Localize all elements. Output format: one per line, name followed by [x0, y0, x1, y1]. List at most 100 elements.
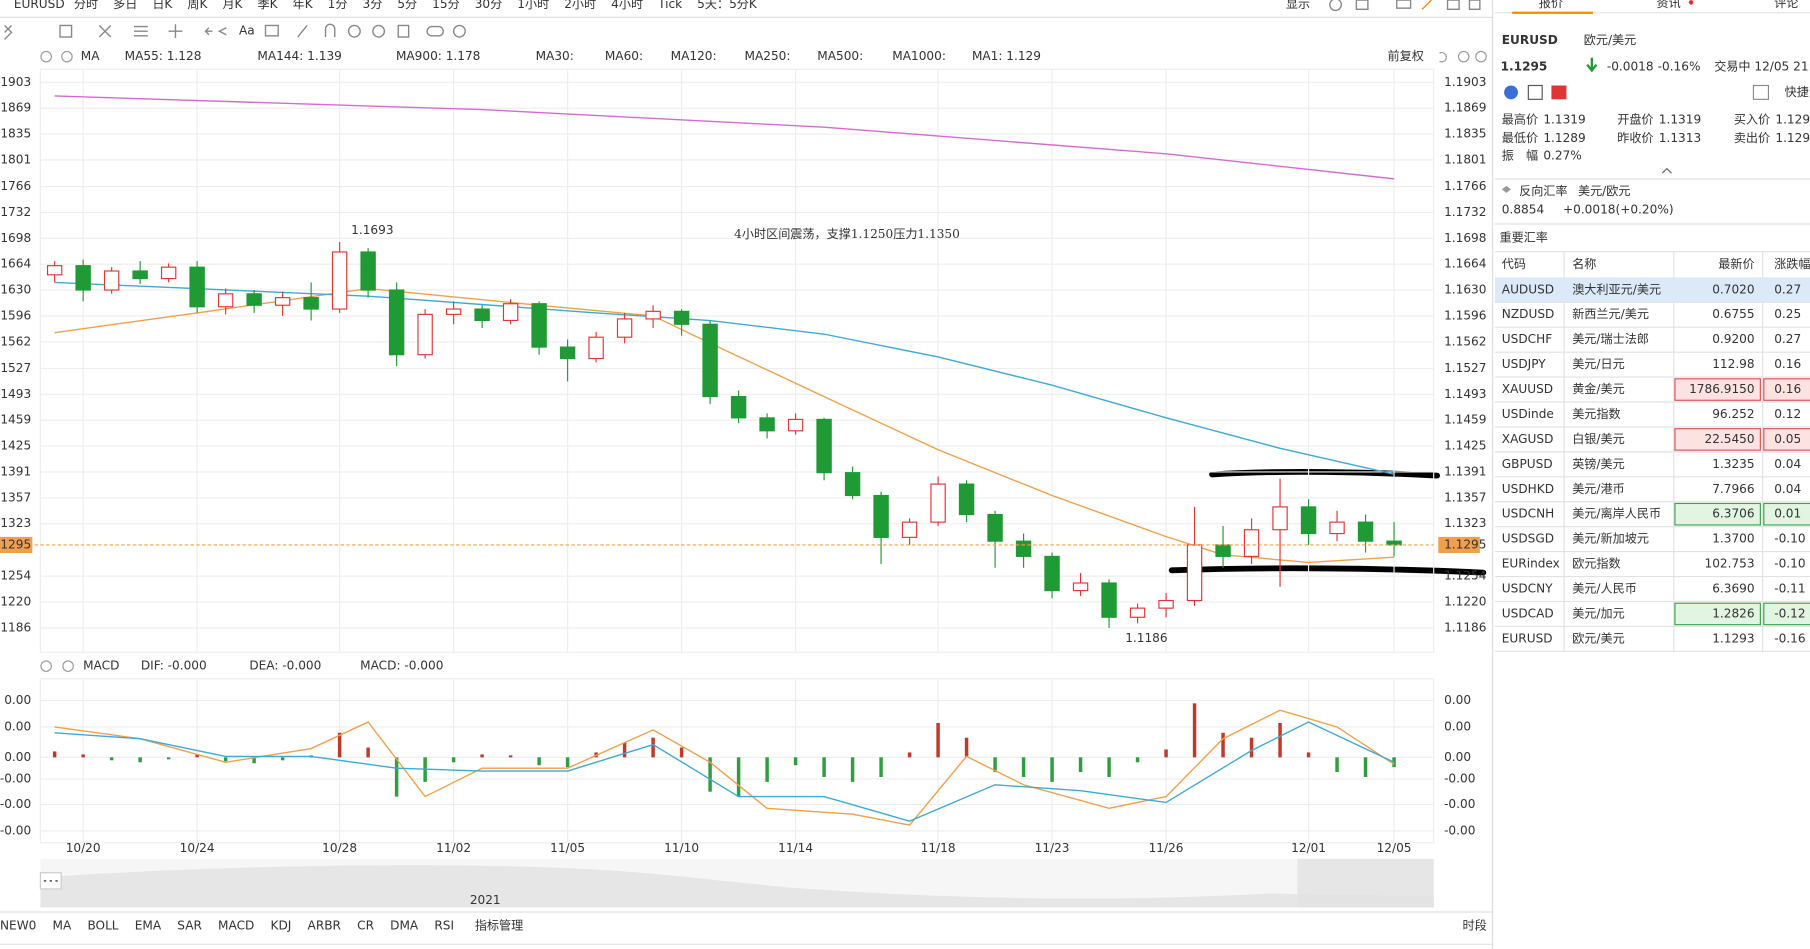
panel-tab[interactable]: 资讯 — [1656, 0, 1680, 10]
tool-icon[interactable] — [397, 24, 410, 38]
legend-entry-inactive[interactable]: MA250: — [745, 49, 791, 63]
legend-entry[interactable]: MA900: 1.178 — [396, 49, 480, 63]
row-change: 0.04 — [1774, 482, 1801, 496]
legend-entry[interactable]: DEA: -0.000 — [249, 659, 321, 673]
indicator-tab[interactable]: BOLL — [87, 918, 118, 932]
period-tab[interactable]: 15分 — [432, 0, 460, 11]
legend-entry-inactive[interactable]: MA30: — [536, 49, 574, 63]
period-tab[interactable]: 季K — [258, 0, 279, 11]
y-tick-label: 0.00 — [1444, 693, 1471, 707]
navigator-window[interactable] — [1297, 858, 1434, 908]
legend-entry[interactable]: MACD: -0.000 — [360, 659, 443, 673]
tool-icon[interactable] — [426, 25, 444, 37]
period-tab[interactable]: 30分 — [475, 0, 503, 11]
legend-entry[interactable]: MA144: 1.139 — [257, 49, 341, 63]
period-tab[interactable]: 年K — [293, 0, 314, 11]
tool-icon[interactable] — [4, 24, 13, 40]
macd-bar — [993, 757, 997, 773]
legend-entry-inactive[interactable]: MA500: — [817, 49, 863, 63]
legend-entry-inactive[interactable]: MA120: — [671, 49, 717, 63]
close-icon[interactable] — [61, 50, 73, 63]
display-menu[interactable]: 显示 — [1286, 0, 1310, 11]
row-name: 美元/新加坡元 — [1572, 531, 1649, 546]
indicator-tab[interactable]: NEW0 — [0, 918, 36, 932]
indicator-tab[interactable]: DMA — [390, 918, 419, 932]
indicator-tab[interactable]: SAR — [177, 918, 202, 932]
period-tab[interactable]: 5天：5分K — [697, 0, 758, 11]
globe-icon[interactable] — [1504, 85, 1518, 100]
copy-icon[interactable] — [1468, 0, 1481, 10]
tool-icon[interactable] — [452, 24, 466, 38]
y-tick-label: 1.1425 — [1444, 439, 1486, 453]
candle-body — [246, 293, 262, 306]
period-tab[interactable]: 1分 — [328, 0, 348, 11]
macd-bar — [565, 757, 570, 768]
shortcut[interactable]: 快捷 — [1785, 85, 1809, 99]
tool-icon[interactable] — [59, 24, 73, 38]
tool-icon[interactable] — [347, 24, 361, 38]
tool-icon[interactable] — [133, 25, 148, 37]
zoom-in-icon[interactable] — [1475, 50, 1487, 63]
session-button[interactable]: 时段 — [1463, 917, 1487, 932]
period-tab[interactable]: 3分 — [363, 0, 383, 11]
alert-icon[interactable] — [1752, 84, 1770, 100]
legend-entry-inactive[interactable]: MA1000: — [892, 49, 946, 63]
candle-body — [445, 308, 462, 315]
indicator-tab[interactable]: EMA — [135, 918, 162, 932]
last-price-box — [0, 536, 33, 554]
period-tab[interactable]: 2小时 — [564, 0, 596, 11]
indicator-tab[interactable]: CR — [357, 918, 374, 932]
zoom-out-icon[interactable] — [1457, 50, 1470, 63]
settings-icon[interactable] — [40, 660, 52, 672]
tool-icon[interactable] — [264, 24, 279, 37]
panel-tab[interactable]: 评论 — [1774, 0, 1798, 10]
legend-entry[interactable]: MA55: 1.128 — [125, 49, 202, 63]
settings-icon[interactable] — [1329, 0, 1343, 12]
tool-icon[interactable] — [324, 23, 336, 38]
panel-tab[interactable]: 报价 — [1539, 0, 1563, 10]
tool-icon[interactable] — [372, 24, 386, 38]
layout-icon[interactable] — [1355, 0, 1369, 10]
camera-icon[interactable] — [1396, 0, 1412, 9]
tool-icon[interactable] — [98, 24, 112, 38]
change-flash-box — [1763, 428, 1810, 451]
reset-icon[interactable] — [1439, 52, 1447, 63]
favorite-icon[interactable] — [1551, 85, 1567, 100]
period-tab[interactable]: 周K — [187, 0, 208, 11]
inverse-label: 反向汇率 — [1519, 183, 1567, 198]
tool-icon[interactable] — [168, 24, 183, 39]
period-tab[interactable]: 日K — [152, 0, 173, 11]
pen-icon[interactable] — [1421, 0, 1432, 10]
period-tab[interactable]: 5分 — [397, 0, 417, 11]
tool-icon[interactable] — [297, 25, 308, 38]
indicator-tab[interactable]: MACD — [218, 918, 254, 932]
legend-entry[interactable]: DIF: -0.000 — [141, 659, 207, 673]
tool-icon[interactable] — [204, 27, 227, 36]
chart-icons — [40, 50, 1487, 672]
indicator-tab[interactable]: RSI — [434, 918, 454, 932]
indicator-name[interactable]: MA — [81, 49, 100, 63]
period-tab[interactable]: Tick — [657, 0, 682, 11]
collapse-icon[interactable] — [1661, 167, 1672, 174]
y-tick-label-left: 1.1493 — [0, 387, 31, 401]
period-tab[interactable]: 1小时 — [517, 0, 549, 11]
y-tick-label-left: 1.1220 — [0, 595, 31, 609]
indicator-manage[interactable]: 指标管理 — [475, 917, 523, 932]
note-icon[interactable] — [1527, 84, 1543, 100]
period-tab[interactable]: 多日 — [113, 0, 137, 11]
fullscreen-icon[interactable] — [1446, 0, 1460, 10]
row-price: 0.6755 — [1712, 307, 1754, 321]
period-tab[interactable]: 4小时 — [611, 0, 643, 11]
legend-entry-inactive[interactable]: MA60: — [605, 49, 643, 63]
y-tick-label: 1.1596 — [1444, 308, 1486, 322]
indicator-tab[interactable]: ARBR — [308, 918, 342, 932]
indicator-tab[interactable]: MA — [53, 918, 72, 932]
font-tool[interactable]: Aa — [239, 24, 255, 38]
period-tab[interactable]: 月K — [222, 0, 243, 11]
close-icon[interactable] — [62, 660, 74, 672]
indicator-tab[interactable]: KDJ — [271, 918, 292, 932]
period-tab[interactable]: 分时 — [74, 0, 98, 11]
settings-icon[interactable] — [40, 50, 52, 63]
adjust-menu[interactable]: 前复权 — [1388, 48, 1424, 63]
